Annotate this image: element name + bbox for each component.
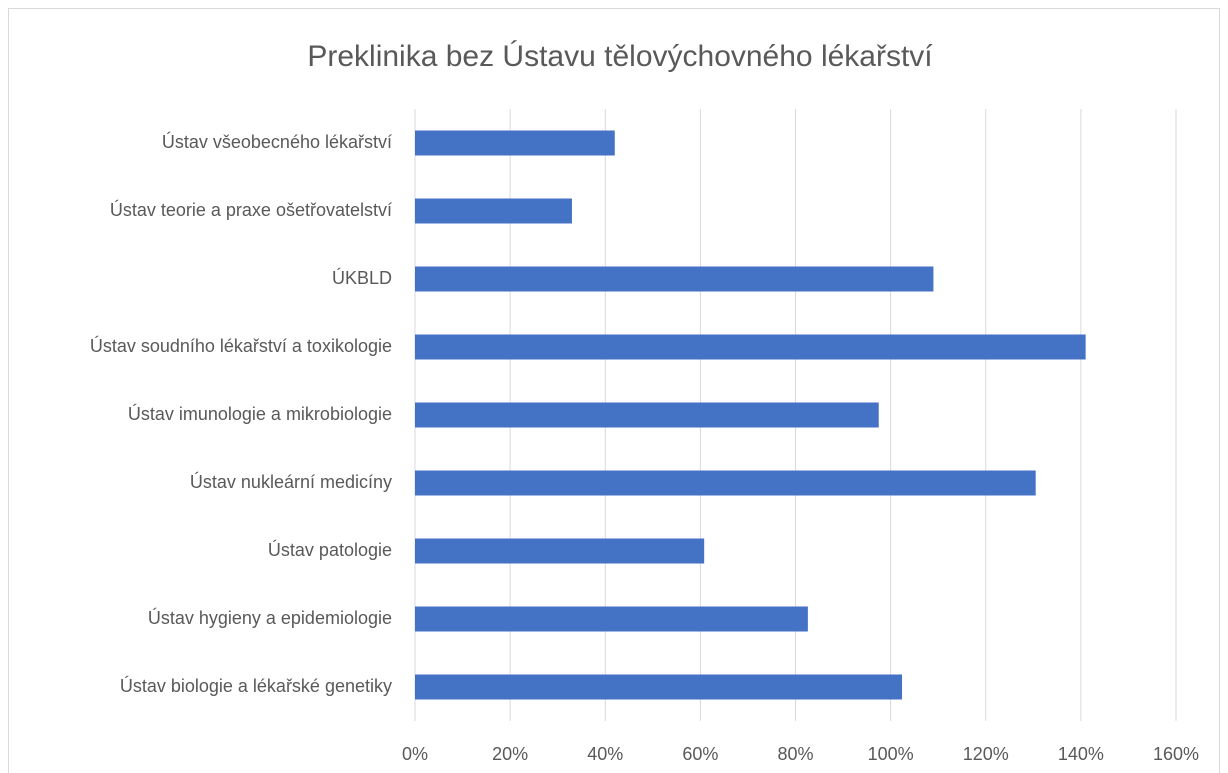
y-tick-label: Ústav všeobecného lékařství — [162, 131, 392, 152]
bar — [415, 266, 934, 292]
bar — [415, 334, 1086, 360]
bar — [415, 674, 903, 700]
chart-frame — [8, 8, 1220, 773]
x-tick-label: 20% — [492, 744, 528, 764]
y-tick-label: Ústav teorie a praxe ošetřovatelství — [110, 199, 392, 220]
bar — [415, 470, 1036, 496]
bar — [415, 606, 808, 632]
y-tick-label: Ústav hygieny a epidemiologie — [148, 607, 392, 628]
y-tick-label: Ústav nukleární medicíny — [190, 471, 392, 492]
chart-title: Preklinika bez Ústavu tělovýchovného lék… — [307, 40, 933, 73]
bar — [415, 130, 615, 156]
x-tick-label: 140% — [1058, 744, 1104, 764]
bar — [415, 538, 705, 564]
x-tick-label: 80% — [777, 744, 813, 764]
bar — [415, 402, 879, 428]
x-tick-label: 60% — [682, 744, 718, 764]
bar — [415, 198, 572, 224]
x-tick-label: 100% — [868, 744, 914, 764]
y-tick-label: ÚKBLD — [332, 267, 392, 288]
x-tick-label: 0% — [402, 744, 428, 764]
y-tick-label: Ústav patologie — [268, 539, 392, 560]
x-tick-label: 40% — [587, 744, 623, 764]
x-tick-label: 160% — [1153, 744, 1199, 764]
y-tick-label: Ústav biologie a lékařské genetiky — [120, 675, 392, 696]
y-tick-label: Ústav imunologie a mikrobiologie — [128, 403, 392, 424]
y-tick-label: Ústav soudního lékařství a toxikologie — [90, 335, 392, 356]
x-tick-label: 120% — [963, 744, 1009, 764]
